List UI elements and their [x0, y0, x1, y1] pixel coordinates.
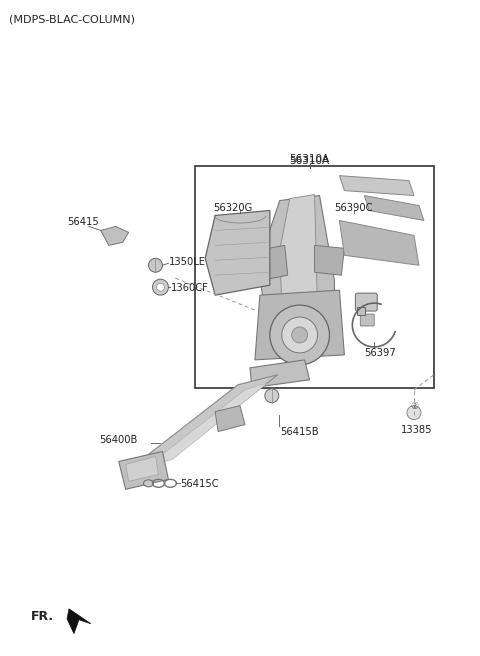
Text: 56415C: 56415C	[180, 480, 219, 489]
Polygon shape	[119, 451, 168, 489]
Polygon shape	[101, 226, 129, 245]
Text: 56310A: 56310A	[289, 154, 330, 164]
FancyBboxPatch shape	[360, 314, 374, 326]
Text: 56415: 56415	[67, 217, 99, 228]
Text: 56400B: 56400B	[99, 434, 137, 445]
Polygon shape	[339, 176, 414, 195]
Circle shape	[148, 258, 162, 272]
Circle shape	[153, 279, 168, 295]
Polygon shape	[339, 220, 419, 265]
Polygon shape	[136, 375, 278, 464]
Circle shape	[282, 317, 318, 353]
Polygon shape	[215, 405, 245, 432]
Text: 13385: 13385	[401, 424, 432, 434]
Circle shape	[265, 389, 279, 403]
Text: 56320G: 56320G	[213, 203, 252, 213]
Circle shape	[156, 283, 165, 291]
Ellipse shape	[144, 480, 154, 487]
Text: 1360CF: 1360CF	[170, 283, 208, 293]
FancyBboxPatch shape	[357, 307, 365, 315]
Polygon shape	[148, 382, 268, 465]
Polygon shape	[314, 245, 344, 276]
Polygon shape	[250, 360, 310, 388]
Text: 56390C: 56390C	[335, 203, 373, 213]
Text: 56415B: 56415B	[280, 426, 318, 436]
Polygon shape	[258, 195, 335, 330]
Text: 56397: 56397	[364, 348, 396, 358]
Polygon shape	[67, 609, 91, 634]
Polygon shape	[255, 290, 344, 360]
FancyBboxPatch shape	[355, 293, 377, 311]
Bar	[195, 166, 434, 388]
Circle shape	[407, 405, 421, 420]
Polygon shape	[205, 211, 270, 295]
Text: FR.: FR.	[31, 610, 54, 623]
Text: 1350LE: 1350LE	[168, 257, 205, 267]
Polygon shape	[364, 195, 424, 220]
Text: 56310A: 56310A	[289, 155, 330, 166]
Polygon shape	[126, 457, 158, 482]
Polygon shape	[280, 195, 318, 318]
Circle shape	[292, 327, 308, 343]
Text: (MDPS-BLAC-COLUMN): (MDPS-BLAC-COLUMN)	[9, 14, 135, 24]
Circle shape	[270, 305, 329, 365]
Polygon shape	[258, 245, 288, 280]
Text: ②: ②	[410, 402, 418, 411]
